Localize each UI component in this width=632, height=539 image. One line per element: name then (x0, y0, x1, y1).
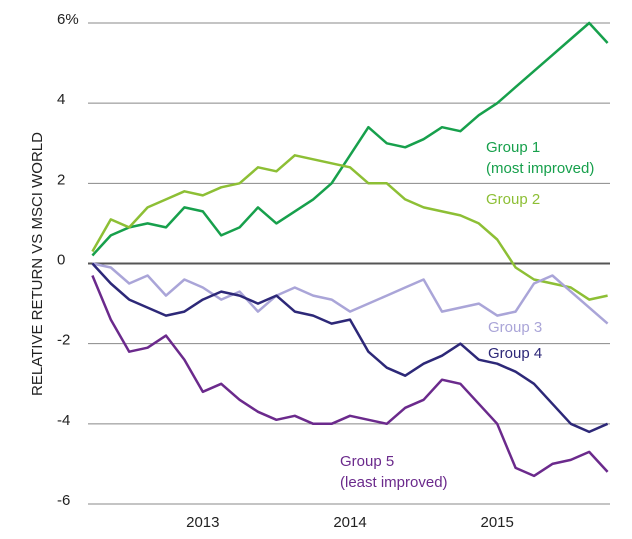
y-tick-label: -2 (57, 332, 70, 349)
x-tick-label: 2013 (186, 514, 219, 531)
series-line (91, 275, 609, 478)
series-note: (least improved) (340, 474, 448, 491)
series-note: (most improved) (486, 160, 594, 177)
y-tick-label: 4 (57, 91, 65, 108)
series-line (91, 154, 608, 301)
y-axis-label: RELATIVE RETURN VS MSCI WORLD (29, 132, 46, 396)
series-label: Group 5 (340, 453, 394, 470)
y-tick-label: -6 (57, 492, 70, 509)
y-tick-label: 2 (57, 171, 65, 188)
x-tick-label: 2014 (333, 514, 366, 531)
series-label: Group 3 (488, 319, 542, 336)
series-label: Group 2 (486, 191, 540, 208)
series-line (91, 21, 609, 257)
series-label: Group 4 (488, 345, 542, 362)
series-line (92, 262, 609, 325)
y-tick-label: -4 (57, 412, 70, 429)
x-tick-label: 2015 (481, 514, 514, 531)
series-line (91, 262, 609, 434)
y-tick-label: 0 (57, 251, 65, 268)
series-label: Group 1 (486, 139, 540, 156)
y-tick-label: 6% (57, 11, 79, 28)
